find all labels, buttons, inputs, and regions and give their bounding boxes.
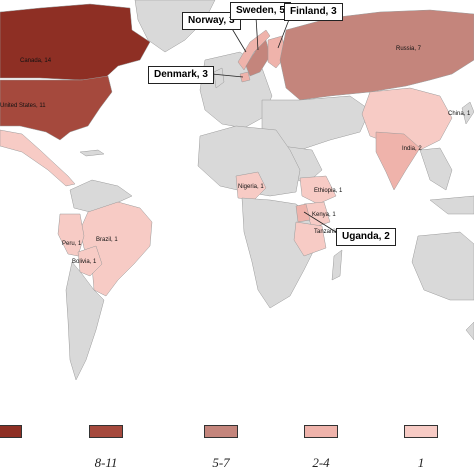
legend-label-3: 5-7 xyxy=(212,455,230,470)
india-region xyxy=(375,131,421,191)
bolivia-region xyxy=(77,245,103,277)
callout-uganda: Uganda, 2 xyxy=(336,228,396,246)
label-india: India, 2 xyxy=(402,146,422,152)
callout-norway: Norway, 3 xyxy=(182,12,241,30)
label-nigeria: Nigeria, 1 xyxy=(238,184,264,190)
legend-label-4: 2-4 xyxy=(312,455,330,470)
callout-denmark: Denmark, 3 xyxy=(148,66,214,84)
north-africa-region xyxy=(197,125,301,197)
label-bolivia: Bolivia, 1 xyxy=(72,259,97,265)
mexico-region xyxy=(0,129,76,187)
legend-label-1: 2 xyxy=(0,455,26,471)
denmark-region xyxy=(239,71,251,83)
denmark-leader xyxy=(211,73,244,78)
label-canada: Canada, 14 xyxy=(20,58,52,64)
label-united-states: United States, 11 xyxy=(0,103,46,109)
uk-region xyxy=(213,67,225,89)
canada-region xyxy=(0,3,151,81)
label-russia: Russia, 7 xyxy=(396,46,422,52)
legend-label-2: 8-11 xyxy=(94,455,118,470)
australia-region xyxy=(411,231,474,301)
southeast-asia-region xyxy=(419,147,453,191)
legend-swatch-1 xyxy=(0,425,22,438)
new-zealand-region xyxy=(465,321,474,341)
legend-label-5: 1 xyxy=(417,455,425,470)
northern-south-america-region xyxy=(69,179,133,213)
label-peru: Peru, 1 xyxy=(62,241,82,247)
label-china: China, 1 xyxy=(448,111,471,117)
united-states-region xyxy=(0,75,113,141)
nigeria-region xyxy=(235,171,267,201)
label-kenya: Kenya, 1 xyxy=(312,212,336,218)
brazil-region xyxy=(79,201,153,297)
tanzania-region xyxy=(293,221,327,257)
label-tanzania: Tanzania, 1 xyxy=(314,229,345,235)
legend-swatch-2 xyxy=(89,425,123,438)
legend-swatch-5 xyxy=(404,425,438,438)
callout-finland: Finland, 3 xyxy=(284,3,343,21)
ethiopia-region xyxy=(299,175,337,205)
callout-sweden: Sweden, 5 xyxy=(230,2,291,20)
label-ethiopia: Ethiopia, 1 xyxy=(314,188,343,194)
finland-leader xyxy=(277,16,291,49)
uganda-region xyxy=(295,203,311,223)
label-brazil: Brazil, 1 xyxy=(96,237,118,243)
russia-region xyxy=(279,9,474,101)
legend-swatch-3 xyxy=(204,425,238,438)
japan-region xyxy=(461,101,474,125)
legend-swatch-4 xyxy=(304,425,338,438)
uganda-leader xyxy=(303,211,337,233)
indonesia-region xyxy=(429,195,474,215)
norway-region xyxy=(237,29,271,71)
peru-region xyxy=(57,213,85,257)
caribbean-region xyxy=(79,149,105,157)
southern-cone-region xyxy=(65,261,105,381)
sweden-leader xyxy=(255,16,259,51)
madagascar-region xyxy=(331,249,343,281)
